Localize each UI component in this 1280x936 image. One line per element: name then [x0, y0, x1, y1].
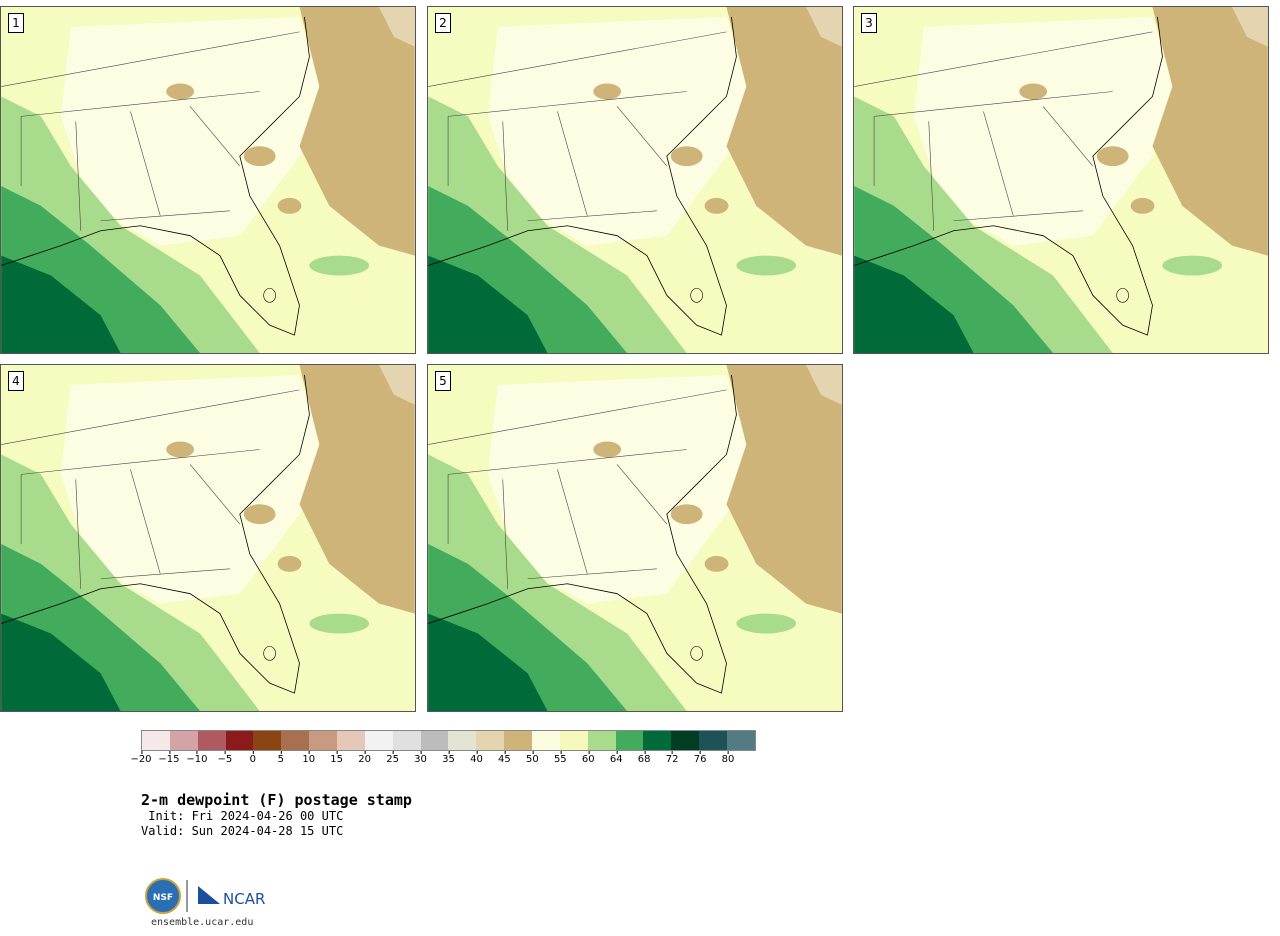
- colorbar-swatch: [532, 731, 560, 750]
- colorbar-tick-label: 50: [525, 751, 539, 765]
- panel-label-3: 3: [861, 13, 877, 33]
- colorbar-tick-label: 55: [553, 751, 567, 765]
- dewpoint-map-1: [1, 7, 415, 353]
- colorbar-swatch: [587, 731, 616, 750]
- colorbar-swatch: [727, 731, 755, 750]
- dewpoint-map-4: [1, 365, 415, 711]
- nsf-seal-icon: [145, 878, 181, 914]
- ncar-text: NCAR: [223, 890, 265, 908]
- map-panel-4: 4: [0, 364, 416, 712]
- colorbar-tick-label: −15: [158, 751, 180, 765]
- ncar-mark-icon: [198, 886, 220, 904]
- colorbar-swatch: [253, 731, 282, 750]
- colorbar-tick-label: 80: [721, 751, 735, 765]
- nsf-text: NSF: [153, 893, 173, 903]
- map-panel-1: 1: [0, 6, 416, 354]
- colorbar-swatch: [504, 731, 533, 750]
- colorbar-swatch: [225, 731, 254, 750]
- map-panel-3: 3: [853, 6, 1269, 354]
- colorbar-swatch: [699, 731, 728, 750]
- colorbar-swatch: [142, 731, 170, 750]
- colorbar-swatch: [309, 731, 338, 750]
- colorbar-swatch: [476, 731, 505, 750]
- site-url: ensemble.ucar.edu: [151, 917, 254, 928]
- init-time: Init: Fri 2024-04-26 00 UTC: [141, 809, 344, 823]
- colorbar-tick-label: 10: [302, 751, 316, 765]
- colorbar-tick-label: 5: [277, 751, 284, 765]
- map-panel-5: 5: [427, 364, 843, 712]
- colorbar-swatch: [337, 731, 365, 750]
- colorbar-tick-label: 45: [498, 751, 511, 765]
- colorbar-tick-label: −10: [186, 751, 208, 765]
- chart-title: 2-m dewpoint (F) postage stamp: [141, 791, 412, 809]
- colorbar-tick-label: 20: [358, 751, 371, 765]
- colorbar: [141, 730, 756, 751]
- colorbar-tick-label: −20: [130, 751, 152, 765]
- panel-label-4: 4: [8, 371, 24, 391]
- colorbar-tick-label: 68: [637, 751, 651, 765]
- colorbar-tick-label: 15: [330, 751, 344, 765]
- colorbar-tick-label: 30: [414, 751, 427, 765]
- dewpoint-map-3: [854, 7, 1268, 353]
- colorbar-swatch: [197, 731, 226, 750]
- colorbar-tick-label: 60: [581, 751, 595, 765]
- panel-label-2: 2: [435, 13, 451, 33]
- colorbar-swatch: [281, 731, 310, 750]
- map-panel-2: 2: [427, 6, 843, 354]
- valid-time: Valid: Sun 2024-04-28 15 UTC: [141, 824, 344, 838]
- colorbar-tick-label: 25: [386, 751, 399, 765]
- colorbar-swatch: [420, 731, 449, 750]
- colorbar-swatch: [392, 731, 421, 750]
- colorbar-ticks: −20 −15 −10 −5 0 5 10 15 20 25 30 35 40 45 50 55 60 64 68 7…: [130, 751, 756, 768]
- colorbar-tick-label: −5: [217, 751, 233, 765]
- nsf-ncar-logo: NSF NCAR: [145, 878, 265, 914]
- colorbar-tick-label: 0: [249, 751, 256, 765]
- colorbar-tick-label: 64: [609, 751, 623, 765]
- colorbar-swatch: [671, 731, 700, 750]
- colorbar-tick-label: 76: [693, 751, 707, 765]
- colorbar-tick-label: 72: [665, 751, 679, 765]
- colorbar-tick-label: 35: [442, 751, 455, 765]
- panel-label-1: 1: [8, 13, 24, 33]
- colorbar-swatch: [364, 731, 393, 750]
- colorbar-swatch: [169, 731, 198, 750]
- dewpoint-map-5: [428, 365, 842, 711]
- panel-label-5: 5: [435, 371, 451, 391]
- colorbar-swatch: [615, 731, 644, 750]
- colorbar-swatch: [559, 731, 588, 750]
- colorbar-swatch: [643, 731, 672, 750]
- colorbar-swatch: [448, 731, 477, 750]
- dewpoint-map-2: [428, 7, 842, 353]
- colorbar-tick-label: 40: [470, 751, 483, 765]
